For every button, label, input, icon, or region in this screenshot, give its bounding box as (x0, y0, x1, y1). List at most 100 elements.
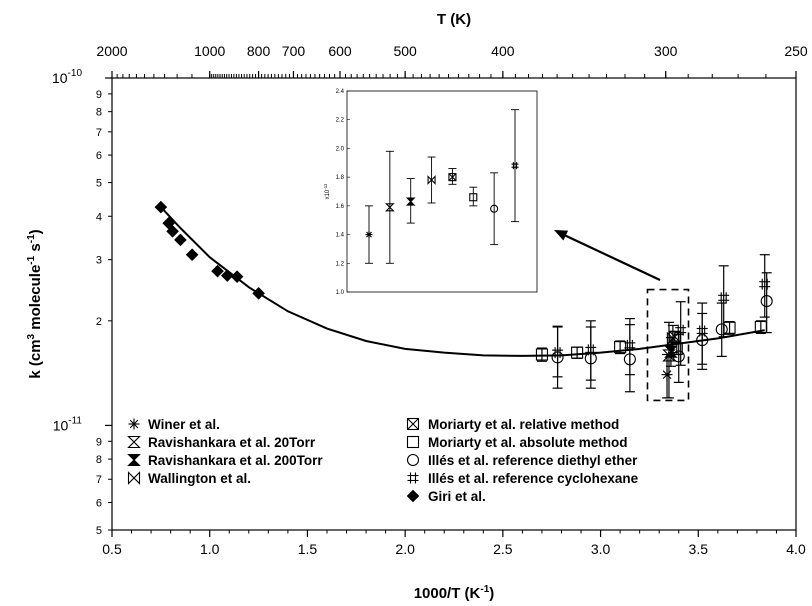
series-circle (551, 272, 773, 393)
y-minor-tick-label: 4 (96, 211, 102, 223)
legend-entry: Moriarty et al. absolute method (406, 435, 628, 450)
data-point (230, 270, 244, 284)
top-tick-label: 500 (393, 43, 417, 59)
legend-label: Giri et al. (428, 489, 486, 504)
data-point (252, 286, 265, 300)
diamond-filled-legend-marker (406, 489, 420, 503)
y-minor-tick-label: 9 (96, 89, 102, 101)
y-axis: 10-10 10-11 9 8 7 6 5 4 3 2 9 8 7 6 5 k (cm3 molecule-1… (26, 68, 112, 537)
inset-arrow (554, 230, 661, 281)
square-inset-marker (469, 193, 478, 202)
inset-tick-label: 1.8 (336, 175, 345, 181)
inset-plot: 1.0 1.2 1.4 1.6 1.8 2.0 2.2 2.4 x10-11 (323, 89, 538, 296)
data-point (166, 224, 179, 238)
top-axis: 2000 1000 800 700 600 500 400 300 250 T (K) (96, 11, 808, 78)
y-minor-tick-label: 2 (96, 316, 102, 328)
top-tick-label: 400 (491, 43, 515, 59)
legend-label: Winer et al. (148, 417, 220, 432)
arrow-shaft (561, 233, 661, 281)
hash-marker (718, 292, 730, 304)
x-tick-label: 1.0 (200, 541, 220, 557)
legend-entry: Illés et al. reference cyclohexane (407, 471, 639, 486)
y-minor-tick-label: 6 (96, 497, 102, 509)
inset-multiplier-label: x10-11 (323, 183, 331, 199)
top-tick-label: 800 (247, 43, 271, 59)
bowtie-legend-marker (127, 471, 141, 485)
top-tick-label: 250 (784, 43, 808, 59)
data-point (715, 302, 728, 358)
x-tick-label: 1.5 (298, 541, 318, 557)
boxx-legend-marker (406, 417, 420, 431)
y-minor-tick-label: 9 (96, 436, 102, 448)
y-major-tick-label: 10-10 (52, 68, 82, 86)
inset-data-point (448, 168, 457, 185)
hash-marker (585, 344, 597, 356)
legend-label: Moriarty et al. absolute method (428, 435, 628, 450)
data-point (211, 264, 224, 278)
diamond-filled-marker (252, 286, 265, 300)
y-minor-tick-label: 3 (96, 255, 102, 267)
hash-marker (759, 278, 771, 290)
asterisk-legend-marker (128, 418, 140, 430)
y-minor-tick-label: 7 (96, 474, 102, 486)
legend-label: Wallington et al. (148, 471, 251, 486)
hash-inset-marker (511, 162, 519, 170)
series-hash (552, 254, 771, 381)
data-point (173, 233, 187, 247)
data-point (696, 302, 708, 365)
hourglass-legend-marker (127, 435, 141, 449)
legend-entry: Moriarty et al. relative method (406, 417, 619, 432)
inset-frame (346, 90, 538, 293)
x-tick-label: 2.5 (493, 541, 513, 557)
data-point (614, 340, 627, 355)
square-marker (614, 341, 627, 354)
x-tick-label: 2.0 (395, 541, 415, 557)
top-tick-label: 2000 (96, 43, 127, 59)
y-minor-tick-label: 5 (96, 525, 102, 537)
diamond-filled-marker (166, 224, 179, 238)
data-point (220, 269, 234, 282)
x-tick-label: 3.5 (689, 541, 709, 557)
arrow-head (554, 230, 569, 241)
diamond-filled-marker (211, 264, 224, 278)
inset-tick-label: 2.4 (336, 89, 345, 95)
hash-marker (624, 339, 636, 351)
diamond-filled-marker (230, 270, 244, 284)
plot-border (111, 77, 797, 531)
highlight-rect (646, 288, 690, 402)
data-point (154, 200, 168, 214)
data-point (185, 248, 199, 262)
circle-marker (760, 295, 773, 308)
data-point (624, 317, 636, 376)
top-axis-label: T (K) (437, 11, 471, 28)
legend-label: Illés et al. reference diethyl ether (428, 453, 638, 468)
y-minor-tick-label: 6 (96, 150, 102, 162)
diamond-filled-marker (220, 269, 234, 282)
top-tick-label: 1000 (194, 43, 225, 59)
inset-tick-label: 1.6 (336, 204, 345, 210)
data-point (759, 254, 771, 318)
hash-legend-marker (407, 472, 419, 484)
legend-label: Ravishankara et al. 20Torr (148, 435, 316, 450)
diamond-filled-marker (185, 248, 199, 262)
y-minor-tick-label: 8 (96, 454, 102, 466)
square-marker (670, 342, 683, 355)
inset-data-point (427, 156, 436, 204)
circle-marker (672, 350, 685, 363)
series-diamond-filled (154, 200, 265, 300)
circle-inset-marker (490, 204, 499, 213)
inset-tick-label: 1.0 (336, 290, 345, 296)
series-square (535, 320, 767, 362)
y-minor-tick-label: 8 (96, 107, 102, 119)
top-tick-label: 700 (282, 43, 306, 59)
x-tick-label: 3.0 (591, 541, 611, 557)
inset-data-point (385, 150, 395, 264)
legend-entry: Illés et al. reference diethyl ether (406, 453, 638, 468)
inset-tick-label: 2.2 (336, 118, 345, 124)
y-minor-tick-label: 7 (96, 127, 102, 139)
highlight-box (646, 288, 690, 402)
legend-entry: Ravishankara et al. 20Torr (127, 435, 316, 450)
legend-entry: Ravishankara et al. 200Torr (127, 453, 323, 468)
legend-label: Moriarty et al. relative method (428, 417, 619, 432)
inset-data-point (490, 172, 499, 246)
